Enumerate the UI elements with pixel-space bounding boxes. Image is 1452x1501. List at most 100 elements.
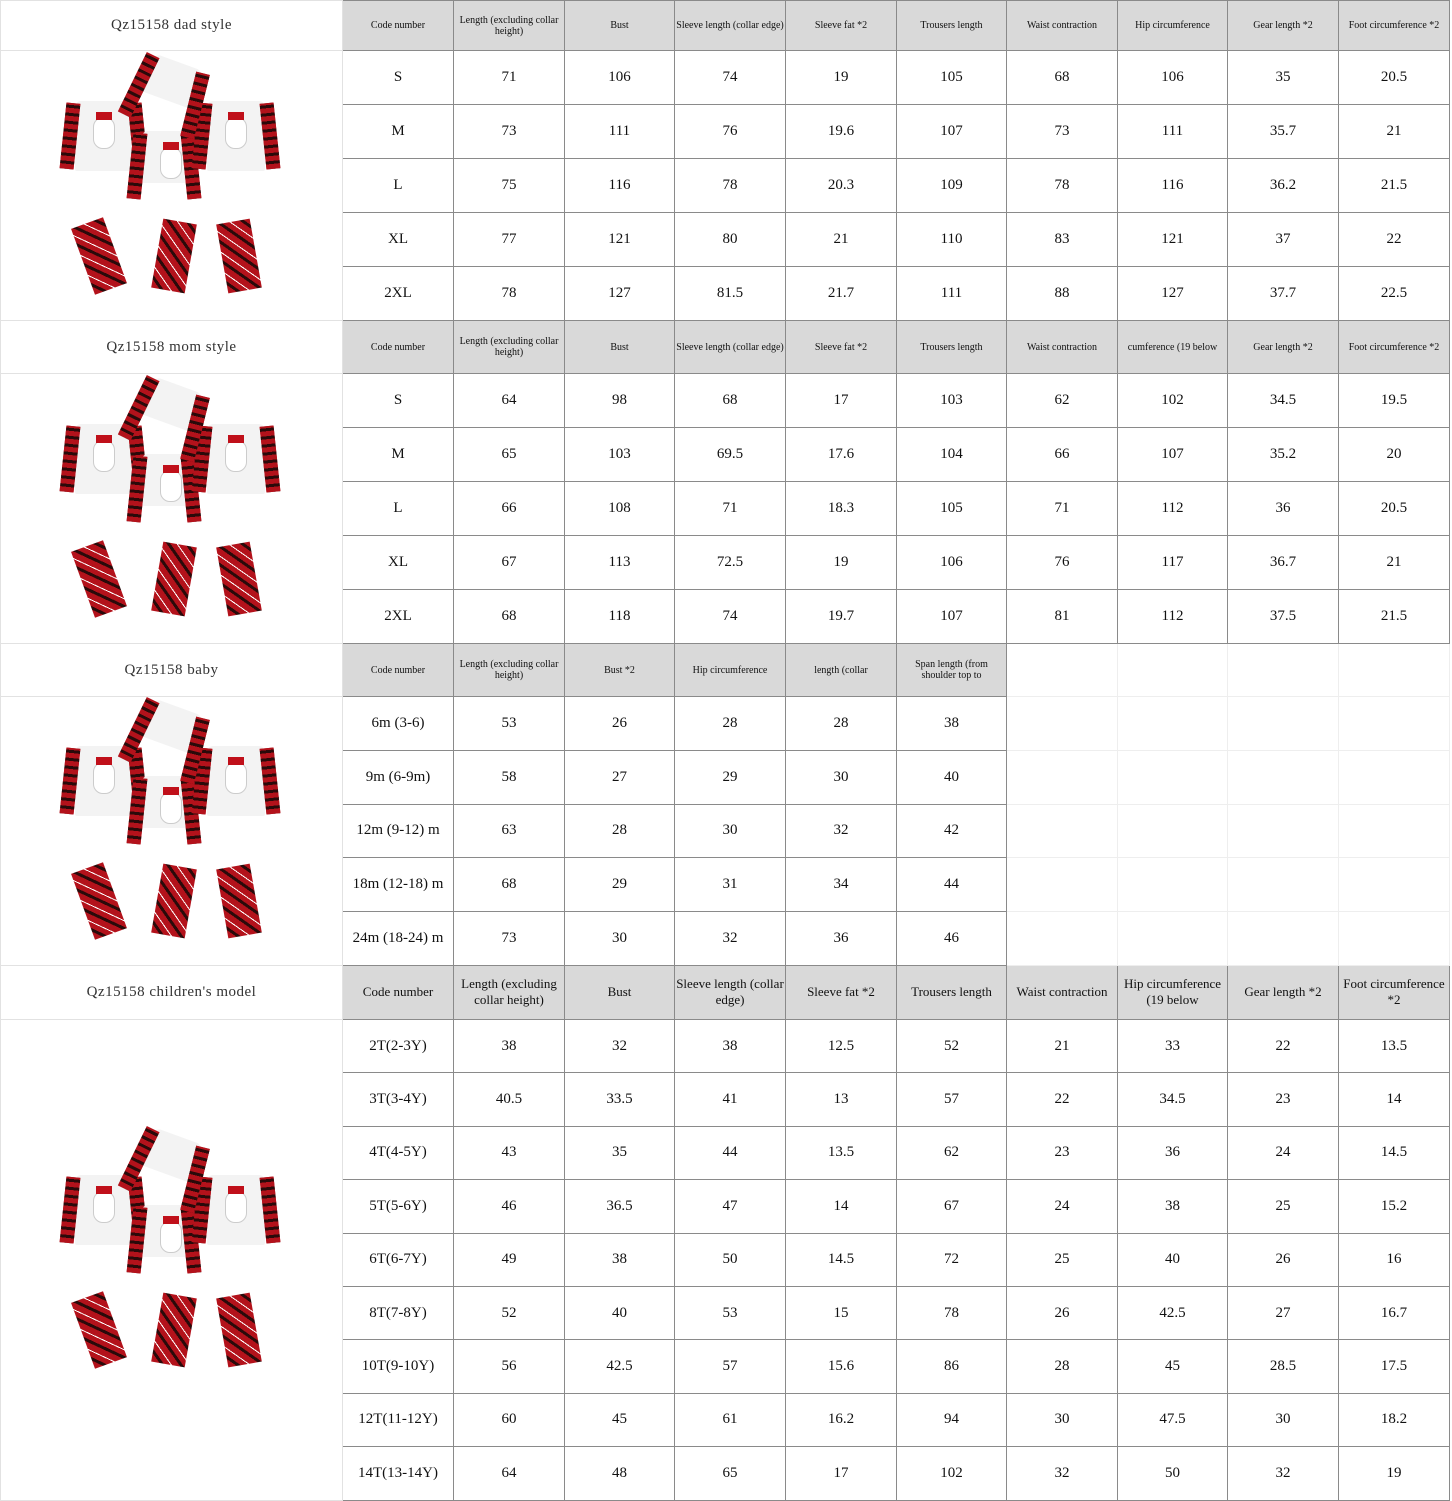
measurement-cell: 75 bbox=[453, 158, 565, 213]
empty-cell bbox=[1117, 643, 1228, 697]
measurement-cell: 109 bbox=[896, 158, 1007, 213]
measurement-cell: 21 bbox=[1006, 1018, 1118, 1074]
measurement-cell: 78 bbox=[674, 158, 786, 213]
column-header: Bust bbox=[564, 964, 675, 1020]
size-code-cell: XL bbox=[342, 212, 454, 267]
measurement-cell: 36.5 bbox=[564, 1179, 675, 1234]
column-header: cumference (19 below bbox=[1117, 320, 1228, 374]
measurement-cell: 111 bbox=[564, 104, 675, 159]
size-code-cell: 2T(2-3Y) bbox=[342, 1018, 454, 1074]
table-row: M 73 111 76 19.6 107 73 111 35.7 21 bbox=[1, 104, 1450, 159]
empty-cell bbox=[1117, 911, 1228, 966]
column-header: Foot circumference *2 bbox=[1338, 320, 1450, 374]
shirt-icon bbox=[141, 1204, 186, 1257]
shirt-icon bbox=[141, 775, 186, 828]
empty-cell bbox=[1006, 643, 1118, 697]
measurement-cell: 24 bbox=[1006, 1179, 1118, 1234]
measurement-cell: 29 bbox=[674, 749, 786, 805]
measurement-cell: 19.7 bbox=[785, 589, 897, 644]
column-header: Trousers length bbox=[896, 0, 1007, 51]
measurement-cell: 108 bbox=[564, 481, 675, 536]
measurement-cell: 20.5 bbox=[1338, 481, 1450, 536]
column-header: Gear length *2 bbox=[1227, 0, 1339, 51]
snowman-icon bbox=[159, 1215, 182, 1253]
measurement-cell: 17 bbox=[785, 373, 897, 428]
measurement-cell: 27 bbox=[1227, 1285, 1339, 1341]
measurement-cell: 117 bbox=[1117, 535, 1228, 590]
measurement-cell: 15.6 bbox=[785, 1339, 897, 1394]
table-row: 24m (18-24) m 73 30 32 36 46 bbox=[1, 911, 1450, 966]
measurement-cell: 71 bbox=[1006, 481, 1118, 536]
measurement-cell: 26 bbox=[564, 696, 675, 751]
pajama-pants-icon bbox=[70, 1291, 127, 1369]
table-row: 18m (12-18) m 68 29 31 34 44 bbox=[1, 857, 1450, 913]
section-header-row: Qz15158 mom style Code number Length (excl… bbox=[0, 320, 1450, 374]
measurement-cell: 52 bbox=[896, 1018, 1007, 1074]
size-code-cell: 10T(9-10Y) bbox=[342, 1339, 454, 1394]
table-row: 2XL 78 127 81.5 21.7 111 88 127 37.7 22.5 bbox=[1, 266, 1450, 321]
measurement-cell: 43 bbox=[453, 1125, 565, 1181]
pajama-family-image bbox=[57, 376, 287, 634]
pajama-pants-icon bbox=[215, 1292, 262, 1368]
measurement-cell: 68 bbox=[1006, 50, 1118, 105]
table-row: 12T(11-12Y) 60 45 61 16.2 94 30 47.5 30 18.2 bbox=[1, 1392, 1450, 1448]
snowman-icon bbox=[224, 111, 247, 149]
measurement-cell: 104 bbox=[896, 427, 1007, 482]
measurement-cell: 41 bbox=[674, 1072, 786, 1127]
section-header-row: Qz15158 baby Code number Length (excluding… bbox=[0, 643, 1450, 697]
measurement-cell: 68 bbox=[674, 373, 786, 428]
snowman-icon bbox=[159, 141, 182, 179]
measurement-cell: 36 bbox=[1117, 1125, 1228, 1181]
measurement-cell: 17.5 bbox=[1338, 1339, 1450, 1394]
shirt-icon bbox=[206, 423, 265, 494]
column-header: Length (excluding collar height) bbox=[453, 643, 565, 697]
measurement-cell: 24 bbox=[1227, 1125, 1339, 1181]
measurement-cell: 18.3 bbox=[785, 481, 897, 536]
size-code-cell: M bbox=[342, 104, 454, 159]
size-code-cell: 14T(13-14Y) bbox=[342, 1446, 454, 1501]
measurement-cell: 46 bbox=[453, 1179, 565, 1234]
measurement-cell: 34 bbox=[785, 857, 897, 913]
measurement-cell: 73 bbox=[1006, 104, 1118, 159]
empty-cell bbox=[1338, 803, 1450, 859]
size-code-cell: L bbox=[342, 158, 454, 213]
measurement-cell: 15 bbox=[785, 1285, 897, 1341]
measurement-cell: 12.5 bbox=[785, 1018, 897, 1074]
shirt-icon bbox=[206, 1174, 265, 1245]
measurement-cell: 21.5 bbox=[1338, 158, 1450, 213]
measurement-cell: 21.7 bbox=[785, 266, 897, 321]
measurement-cell: 19 bbox=[1338, 1446, 1450, 1501]
snowman-icon bbox=[159, 786, 182, 824]
empty-cell bbox=[1338, 643, 1450, 697]
measurement-cell: 64 bbox=[453, 373, 565, 428]
size-code-cell: 8T(7-8Y) bbox=[342, 1285, 454, 1341]
empty-cell bbox=[1117, 857, 1228, 913]
measurement-cell: 14 bbox=[785, 1179, 897, 1234]
table-row: S 71 106 74 19 105 68 106 35 20.5 bbox=[0, 50, 1450, 321]
measurement-cell: 31 bbox=[674, 857, 786, 913]
measurement-cell: 56 bbox=[453, 1339, 565, 1394]
measurement-cell: 23 bbox=[1227, 1072, 1339, 1127]
table-row: 9m (6-9m) 58 27 29 30 40 bbox=[1, 749, 1450, 805]
pajama-family-image bbox=[57, 53, 287, 311]
measurement-cell: 81.5 bbox=[674, 266, 786, 321]
measurement-cell: 64 bbox=[453, 1446, 565, 1501]
size-code-cell: 18m (12-18) m bbox=[342, 857, 454, 913]
measurement-cell: 68 bbox=[453, 589, 565, 644]
measurement-cell: 37.7 bbox=[1227, 266, 1339, 321]
measurement-cell: 118 bbox=[564, 589, 675, 644]
section-label: Qz15158 dad style bbox=[0, 0, 343, 51]
measurement-cell: 20 bbox=[1338, 427, 1450, 482]
table-row: M 65 103 69.5 17.6 104 66 107 35.2 20 bbox=[1, 427, 1450, 482]
snowman-icon bbox=[92, 434, 115, 472]
measurement-cell: 47 bbox=[674, 1179, 786, 1234]
size-code-cell: 5T(5-6Y) bbox=[342, 1179, 454, 1234]
product-image-cell bbox=[0, 373, 343, 644]
column-header: Length (excluding collar height) bbox=[453, 320, 565, 374]
table-row: L 66 108 71 18.3 105 71 112 36 20.5 bbox=[1, 481, 1450, 536]
measurement-cell: 74 bbox=[674, 589, 786, 644]
column-header: Length (excluding collar height) bbox=[453, 964, 565, 1020]
measurement-cell: 66 bbox=[453, 481, 565, 536]
empty-cell bbox=[1117, 803, 1228, 859]
